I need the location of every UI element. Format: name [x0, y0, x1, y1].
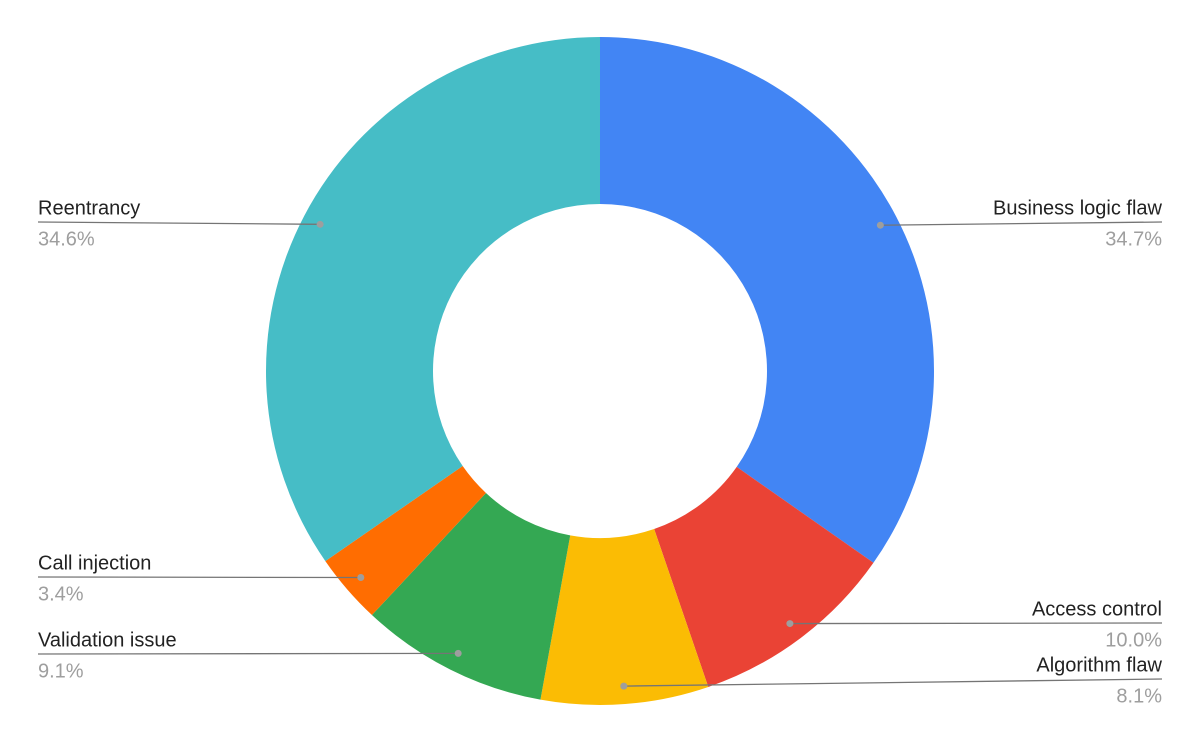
leader-dot	[357, 574, 365, 582]
slice	[654, 466, 874, 687]
leader-line	[789, 622, 1163, 625]
slice-value-label: 8.1%	[1116, 685, 1162, 707]
slice	[540, 528, 709, 705]
slice	[266, 37, 600, 562]
leader-dot	[454, 649, 462, 657]
leader-line	[880, 221, 1163, 226]
leader-dot	[786, 620, 794, 628]
slice-value-label: 34.7%	[1105, 228, 1162, 250]
slice-label: Algorithm flaw	[1036, 654, 1162, 676]
leader-line	[37, 221, 321, 225]
slice-value-label: 9.1%	[38, 660, 84, 682]
slice-value-label: 10.0%	[1105, 629, 1162, 651]
slice-label: Access control	[1032, 598, 1162, 620]
slice	[371, 493, 571, 700]
leader-line	[37, 652, 459, 655]
slice	[600, 37, 934, 563]
slice-label: Reentrancy	[38, 197, 140, 219]
leader-dot	[316, 220, 324, 228]
leader-line	[37, 576, 361, 579]
slice	[325, 466, 486, 616]
slice-label: Validation issue	[38, 629, 177, 651]
leader-dot	[876, 221, 884, 229]
leader-dot	[620, 682, 628, 690]
slice-label: Call injection	[38, 552, 151, 574]
slice-value-label: 34.6%	[38, 228, 95, 250]
slice-label: Business logic flaw	[993, 197, 1163, 219]
slice-value-label: 3.4%	[38, 583, 84, 605]
leader-line	[623, 678, 1163, 687]
